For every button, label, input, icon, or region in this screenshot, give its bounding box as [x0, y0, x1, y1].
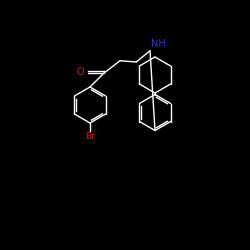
Text: NH: NH: [151, 39, 166, 49]
Text: O: O: [77, 67, 84, 77]
Text: Br: Br: [85, 132, 95, 141]
